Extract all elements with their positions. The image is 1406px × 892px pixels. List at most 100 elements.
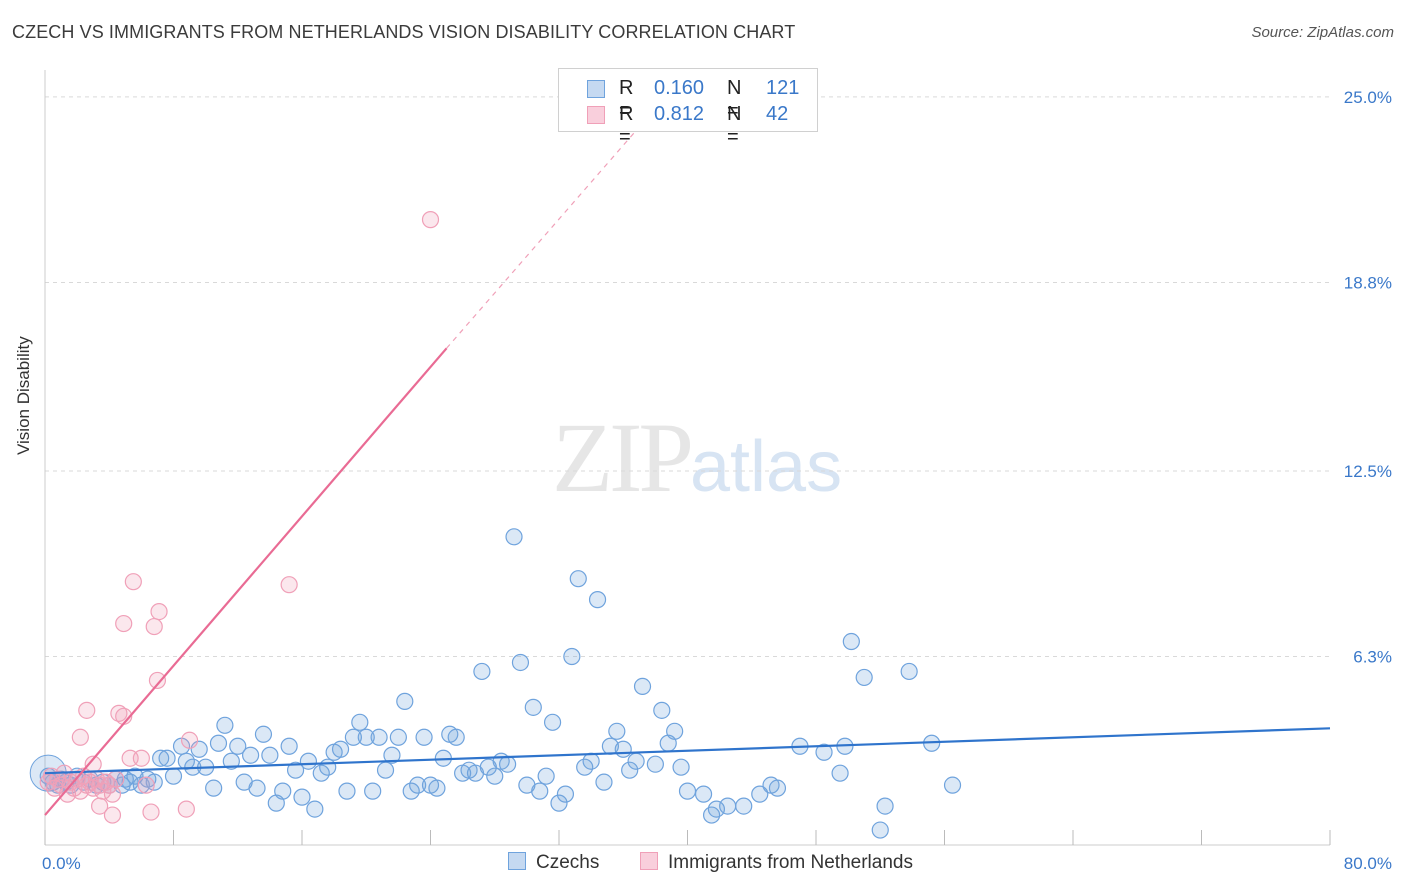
data-point xyxy=(486,767,504,785)
data-point xyxy=(511,653,530,672)
data-point xyxy=(595,773,613,791)
data-point xyxy=(254,725,273,743)
data-point xyxy=(556,785,575,803)
data-point xyxy=(319,758,337,776)
legend-r-label: R = xyxy=(619,77,634,122)
data-point xyxy=(608,722,626,740)
chart-source: Source: ZipAtlas.com xyxy=(1251,24,1394,41)
data-point xyxy=(177,800,195,818)
data-point xyxy=(338,782,356,800)
netherlands-swatch xyxy=(640,852,658,870)
legend-czechs-label: Czechs xyxy=(536,852,600,873)
data-point xyxy=(499,755,517,773)
data-point xyxy=(646,755,664,773)
data-point xyxy=(158,749,176,767)
data-point xyxy=(666,722,684,740)
data-point xyxy=(150,603,168,621)
data-point xyxy=(132,749,150,767)
data-point xyxy=(842,632,860,651)
data-point xyxy=(831,764,849,782)
data-point xyxy=(415,728,433,746)
data-point xyxy=(100,776,118,794)
trend-lines xyxy=(44,126,1331,816)
netherlands-trend-line xyxy=(44,347,448,816)
data-point xyxy=(563,647,581,666)
data-point xyxy=(543,713,562,731)
data-point xyxy=(164,767,183,785)
data-point xyxy=(900,662,918,681)
data-point xyxy=(261,746,279,764)
data-point xyxy=(274,782,292,800)
data-point xyxy=(537,767,555,785)
y-axis-label: Vision Disability xyxy=(14,336,33,455)
data-point xyxy=(473,662,491,681)
data-point xyxy=(331,740,350,758)
data-point xyxy=(672,758,690,776)
data-point xyxy=(389,728,407,746)
data-point xyxy=(209,734,228,752)
data-point xyxy=(370,728,388,746)
data-point xyxy=(180,731,199,749)
data-point xyxy=(653,701,671,719)
legend-netherlands-label: Immigrants from Netherlands xyxy=(668,852,913,873)
tick-labels: 6.3% 12.5% 18.8% 25.0% 0.0% 80.0% xyxy=(42,88,1392,873)
data-point xyxy=(126,767,144,785)
data-point xyxy=(569,570,587,588)
data-point xyxy=(768,779,787,797)
watermark-zip: ZIP xyxy=(552,402,694,513)
data-point xyxy=(588,591,607,609)
data-point xyxy=(110,704,128,722)
data-point xyxy=(306,800,324,818)
data-point xyxy=(376,761,395,779)
data-point xyxy=(103,806,122,824)
data-point xyxy=(364,782,382,800)
legend-n-value: 42 xyxy=(766,103,789,125)
data-point xyxy=(505,528,523,546)
data-point xyxy=(148,671,167,690)
data-point xyxy=(344,728,362,746)
data-point xyxy=(222,752,240,770)
data-point xyxy=(248,779,266,797)
data-point xyxy=(409,776,427,794)
data-point xyxy=(621,761,639,779)
data-point xyxy=(614,740,632,758)
data-point xyxy=(633,677,652,696)
data-point xyxy=(678,782,697,800)
data-point xyxy=(286,761,305,779)
data-point xyxy=(115,614,133,633)
data-point xyxy=(351,713,369,731)
data-point xyxy=(78,701,96,719)
data-point xyxy=(242,746,260,764)
data-point xyxy=(871,821,889,839)
y-tick-label: 6.3% xyxy=(1353,647,1392,666)
data-point xyxy=(707,800,726,818)
y-tick-label: 25.0% xyxy=(1344,88,1392,107)
data-point xyxy=(943,776,962,794)
data-point xyxy=(280,737,298,755)
czechs-trend-line xyxy=(44,727,1331,775)
x-tick-label: 80.0% xyxy=(1344,854,1392,873)
data-point xyxy=(582,752,600,770)
data-point xyxy=(383,746,401,764)
stats-legend: R = 0.160 N = 121 R = 0.812 N = 42 xyxy=(558,68,818,148)
watermark: ZIPatlas xyxy=(552,400,842,515)
data-point xyxy=(142,803,160,821)
legend-czechs: Czechs xyxy=(508,852,599,874)
data-point xyxy=(205,779,223,797)
data-point xyxy=(145,617,163,636)
data-point xyxy=(152,749,170,767)
data-point xyxy=(550,794,568,812)
czechs-swatch xyxy=(508,852,526,870)
legend-n-value: 121 xyxy=(766,77,800,99)
grid xyxy=(44,70,1330,845)
data-point xyxy=(735,797,753,815)
data-point xyxy=(91,797,109,815)
data-point xyxy=(103,785,122,803)
x-tick-label: 0.0% xyxy=(42,854,81,873)
legend-r-value: 0.160 xyxy=(654,77,705,99)
legend-netherlands: Immigrants from Netherlands xyxy=(640,852,913,874)
x-axis xyxy=(44,830,1331,846)
data-point xyxy=(855,668,873,687)
data-point xyxy=(137,776,155,794)
